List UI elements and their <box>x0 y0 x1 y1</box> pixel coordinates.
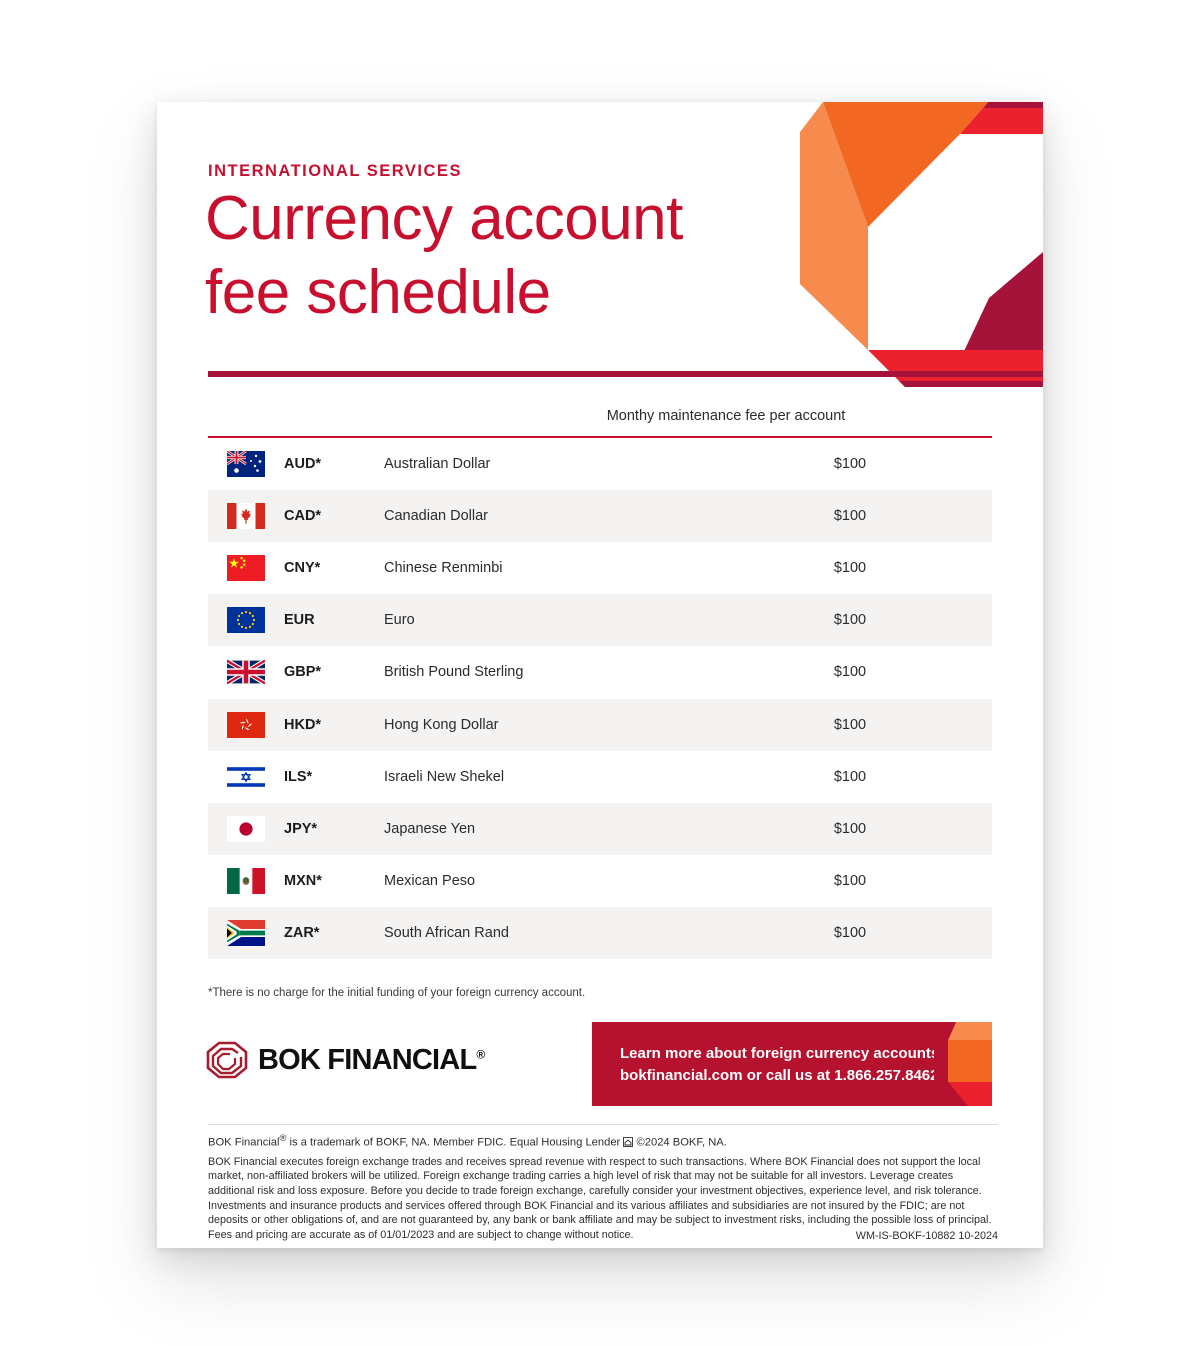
eyebrow-label: INTERNATIONAL SERVICES <box>208 162 462 180</box>
bok-octagon-logo-icon <box>206 1041 248 1079</box>
document-id: WM-IS-BOKF-10882 10-2024 <box>855 1230 998 1243</box>
cta-text: Learn more about foreign currency accoun… <box>620 1043 957 1087</box>
table-cell-currency-name: Euro <box>384 612 415 629</box>
table-row: ZAR* South African Rand $100 <box>208 907 992 960</box>
fine-print-divider <box>208 1124 998 1125</box>
table-cell-flag <box>208 816 284 842</box>
table-row: MXN* Mexican Peso $100 <box>208 855 992 908</box>
table-cell-flag <box>208 659 284 686</box>
table-row: HKD* Hong Kong Dollar $100 <box>208 698 992 751</box>
table-cell-fee: $100 <box>833 560 867 577</box>
table-column-header-row: Monthy maintenance fee per account <box>208 402 992 436</box>
table-cell-currency-code: HKD* <box>284 716 322 733</box>
table-cell-currency-code: JPY* <box>284 821 318 837</box>
table-cell-currency-code: ZAR* <box>284 925 320 942</box>
table-cell-flag <box>208 555 284 582</box>
table-cell-fee: $100 <box>833 768 867 785</box>
cta-line-2: bokfinancial.com or call us at 1.866.257… <box>620 1067 943 1084</box>
page-title-line-1: Currency account <box>205 184 683 253</box>
table-cell-currency-code: ILS* <box>284 768 313 785</box>
table-row: CNY* Chinese Renminbi $100 <box>208 541 992 595</box>
trademark-registered-mark: ® <box>279 1133 287 1143</box>
page-title: Currency account fee schedule <box>205 182 683 330</box>
brand-name: BOK FINANCIAL <box>258 1043 477 1076</box>
table-cell-currency-code: CAD* <box>284 507 322 524</box>
trademark-brand: BOK Financial <box>208 1136 280 1149</box>
table-header-rule <box>208 436 992 438</box>
table-cell-currency-name: Mexican Peso <box>384 873 476 890</box>
flag-hong-kong-icon <box>227 711 265 738</box>
cta-line-1: Learn more about foreign currency accoun… <box>620 1045 957 1062</box>
flag-mexico-icon <box>227 868 265 895</box>
table-cell-flag <box>208 502 284 529</box>
trademark-detail: is a trademark of BOKF, NA. Member FDIC.… <box>286 1136 624 1149</box>
brand-wordmark: BOK FINANCIAL® <box>258 1043 485 1077</box>
table-cell-currency-name: Australian Dollar <box>384 455 491 472</box>
brand-registered-mark: ® <box>476 1046 485 1061</box>
flag-european-union-icon <box>227 607 265 634</box>
table-row: AUD* Australian Dollar $100 <box>208 437 992 490</box>
table-cell-fee: $100 <box>833 925 867 942</box>
table-cell-flag <box>208 763 284 790</box>
table-cell-currency-code: EUR <box>284 612 315 629</box>
flag-south-africa-icon <box>227 920 265 947</box>
copyright-text: ©2024 BOKF, NA. <box>636 1136 727 1149</box>
fee-table: Monthy maintenance fee per account <box>208 402 992 960</box>
table-cell-currency-name: Japanese Yen <box>384 821 476 837</box>
table-cell-fee: $100 <box>833 612 867 629</box>
table-cell-flag <box>208 450 284 477</box>
bok-financial-logo: BOK FINANCIAL® <box>205 1040 485 1080</box>
table-cell-flag <box>208 920 284 947</box>
table-footnote: *There is no charge for the initial fund… <box>208 987 586 999</box>
cta-banner[interactable]: Learn more about foreign currency accoun… <box>592 1022 992 1106</box>
table-cell-currency-name: Israeli New Shekel <box>384 768 505 785</box>
fee-schedule-page: INTERNATIONAL SERVICES Currency account … <box>157 102 1043 1248</box>
page-title-line-2: fee schedule <box>205 258 551 327</box>
table-cell-currency-name: Canadian Dollar <box>384 507 488 524</box>
table-cell-fee: $100 <box>833 664 867 681</box>
table-row: ILS* Israeli New Shekel $100 <box>208 750 992 803</box>
table-cell-currency-name: British Pound Sterling <box>384 664 524 681</box>
table-cell-flag <box>208 711 284 738</box>
table-row: EUR Euro $100 <box>208 594 992 647</box>
page-header: INTERNATIONAL SERVICES Currency account … <box>157 102 1043 387</box>
table-cell-currency-code: GBP* <box>284 664 322 681</box>
table-cell-fee: $100 <box>833 821 867 837</box>
flag-china-icon <box>227 555 265 582</box>
column-header-monthly-fee: Monthy maintenance fee per account <box>606 408 846 424</box>
flag-israel-icon <box>227 763 265 790</box>
flag-australia-icon <box>227 450 265 477</box>
fine-print-body-wrap: BOK Financial executes foreign exchange … <box>208 1155 998 1243</box>
corner-geometric-graphic-icon <box>800 102 1043 387</box>
table-cell-flag <box>208 868 284 895</box>
table-cell-fee: $100 <box>833 455 867 472</box>
table-cell-fee: $100 <box>833 873 867 890</box>
table-row: JPY* Japanese Yen $100 <box>208 802 992 856</box>
table-cell-currency-code: MXN* <box>284 873 322 890</box>
fine-print-body: BOK Financial executes foreign exchange … <box>208 1155 992 1241</box>
table-cell-currency-code: AUD* <box>284 455 322 472</box>
table-cell-currency-name: South African Rand <box>384 925 509 942</box>
header-divider-rule <box>208 371 1043 377</box>
table-cell-flag <box>208 607 284 634</box>
flag-united-kingdom-icon <box>227 659 265 686</box>
cta-geometric-graphic-icon <box>934 1022 992 1106</box>
table-cell-fee: $100 <box>833 507 867 524</box>
table-cell-currency-code: CNY* <box>284 560 321 577</box>
table-cell-fee: $100 <box>833 716 867 733</box>
flag-canada-icon <box>227 502 265 529</box>
trademark-line: BOK Financial® is a trademark of BOKF, N… <box>208 1133 998 1149</box>
table-cell-currency-name: Hong Kong Dollar <box>384 716 499 733</box>
table-row: CAD* Canadian Dollar $100 <box>208 489 992 542</box>
flag-japan-icon <box>227 816 265 842</box>
equal-housing-lender-icon <box>623 1136 634 1147</box>
table-cell-currency-name: Chinese Renminbi <box>384 560 503 577</box>
table-row: GBP* British Pound Sterling $100 <box>208 646 992 699</box>
fine-print: BOK Financial® is a trademark of BOKF, N… <box>208 1124 998 1242</box>
